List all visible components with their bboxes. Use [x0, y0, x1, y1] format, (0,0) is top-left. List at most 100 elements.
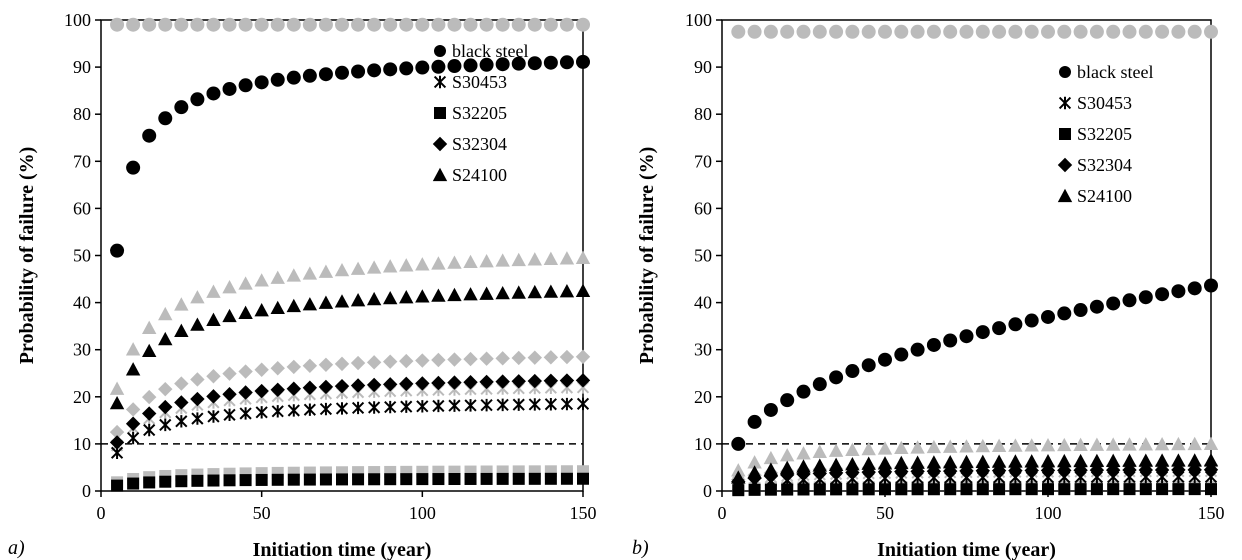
data-point	[190, 317, 205, 331]
legend-marker	[1057, 157, 1073, 173]
data-point	[830, 483, 843, 496]
data-point	[527, 284, 542, 299]
data-point	[190, 391, 205, 407]
data-point	[1106, 437, 1121, 451]
data-point	[125, 342, 141, 356]
data-point	[415, 17, 430, 32]
data-point	[959, 439, 974, 453]
data-point	[1073, 303, 1088, 318]
data-point	[1139, 483, 1152, 496]
y-tick-label: 20	[73, 387, 91, 407]
data-point	[318, 67, 333, 82]
data-point	[415, 289, 430, 303]
data-point	[366, 355, 382, 370]
data-point	[302, 380, 318, 395]
x-tick-label: 150	[1198, 503, 1225, 523]
data-point	[975, 463, 990, 478]
data-point	[943, 463, 958, 479]
data-point	[254, 17, 269, 32]
data-point	[894, 347, 909, 362]
data-point	[174, 297, 189, 311]
data-point	[543, 284, 559, 298]
data-point	[463, 375, 478, 390]
data-point	[495, 17, 510, 32]
data-point	[894, 24, 909, 39]
x-tick-label: 50	[253, 503, 271, 523]
data-point	[959, 454, 974, 469]
data-point	[158, 381, 173, 397]
data-point	[190, 372, 205, 387]
legend-label: S30453	[1077, 93, 1132, 113]
data-point	[366, 291, 382, 306]
data-point	[1009, 483, 1022, 496]
data-point	[829, 370, 844, 385]
data-point	[780, 460, 795, 474]
series-black-steel	[110, 54, 590, 258]
y-tick-label: 70	[73, 151, 91, 171]
data-point	[334, 378, 350, 394]
series-black-steel	[731, 278, 1218, 451]
data-point	[910, 455, 925, 469]
data-point	[877, 456, 893, 470]
data-point	[158, 331, 173, 346]
data-point	[1024, 438, 1039, 452]
data-point	[271, 473, 284, 486]
legend-label: S32304	[452, 134, 507, 154]
data-point	[238, 364, 253, 379]
data-point	[1171, 436, 1186, 451]
data-point	[142, 343, 157, 358]
series-s30453	[110, 397, 590, 459]
legend: black steel S30453 S32205 S32304 S24100	[1057, 62, 1153, 206]
data-point	[780, 448, 795, 462]
data-point	[400, 400, 413, 413]
data-point	[223, 408, 236, 422]
data-point	[415, 376, 430, 391]
data-point	[943, 455, 958, 469]
data-point	[399, 258, 414, 272]
data-point	[763, 450, 779, 465]
data-point	[1041, 24, 1055, 39]
data-point	[861, 358, 876, 373]
data-point	[318, 17, 333, 32]
legend-label: S32205	[452, 103, 507, 123]
data-point	[479, 351, 494, 366]
data-point	[399, 353, 414, 369]
data-point	[1008, 24, 1023, 39]
data-point	[190, 92, 205, 107]
data-point	[943, 439, 958, 453]
data-point	[175, 415, 188, 428]
data-point	[1154, 437, 1170, 451]
data-point	[351, 64, 366, 79]
data-point	[431, 17, 446, 32]
data-point	[559, 284, 575, 298]
legend-marker	[1059, 66, 1071, 78]
data-point	[796, 24, 811, 39]
data-point	[125, 362, 141, 376]
data-point	[1106, 453, 1121, 467]
data-point	[384, 400, 397, 414]
data-point	[1138, 290, 1153, 305]
data-point	[302, 17, 317, 32]
data-point	[190, 290, 205, 304]
data-point	[812, 377, 827, 392]
data-point	[175, 475, 188, 488]
data-point	[861, 456, 876, 470]
data-point	[975, 454, 990, 468]
data-point	[747, 465, 762, 479]
data-point	[479, 374, 494, 390]
series-s24100	[731, 436, 1219, 477]
data-point	[367, 17, 382, 32]
data-point	[350, 293, 366, 307]
data-point	[560, 472, 573, 485]
legend-marker	[434, 45, 446, 57]
data-point	[495, 285, 510, 300]
legend-label: S32205	[1077, 124, 1132, 144]
data-point	[366, 377, 382, 393]
data-point	[559, 373, 575, 388]
y-tick-label: 90	[694, 57, 712, 77]
data-point	[1205, 483, 1217, 496]
legend-marker	[433, 75, 447, 89]
data-point	[1203, 453, 1219, 467]
data-point	[383, 377, 398, 392]
